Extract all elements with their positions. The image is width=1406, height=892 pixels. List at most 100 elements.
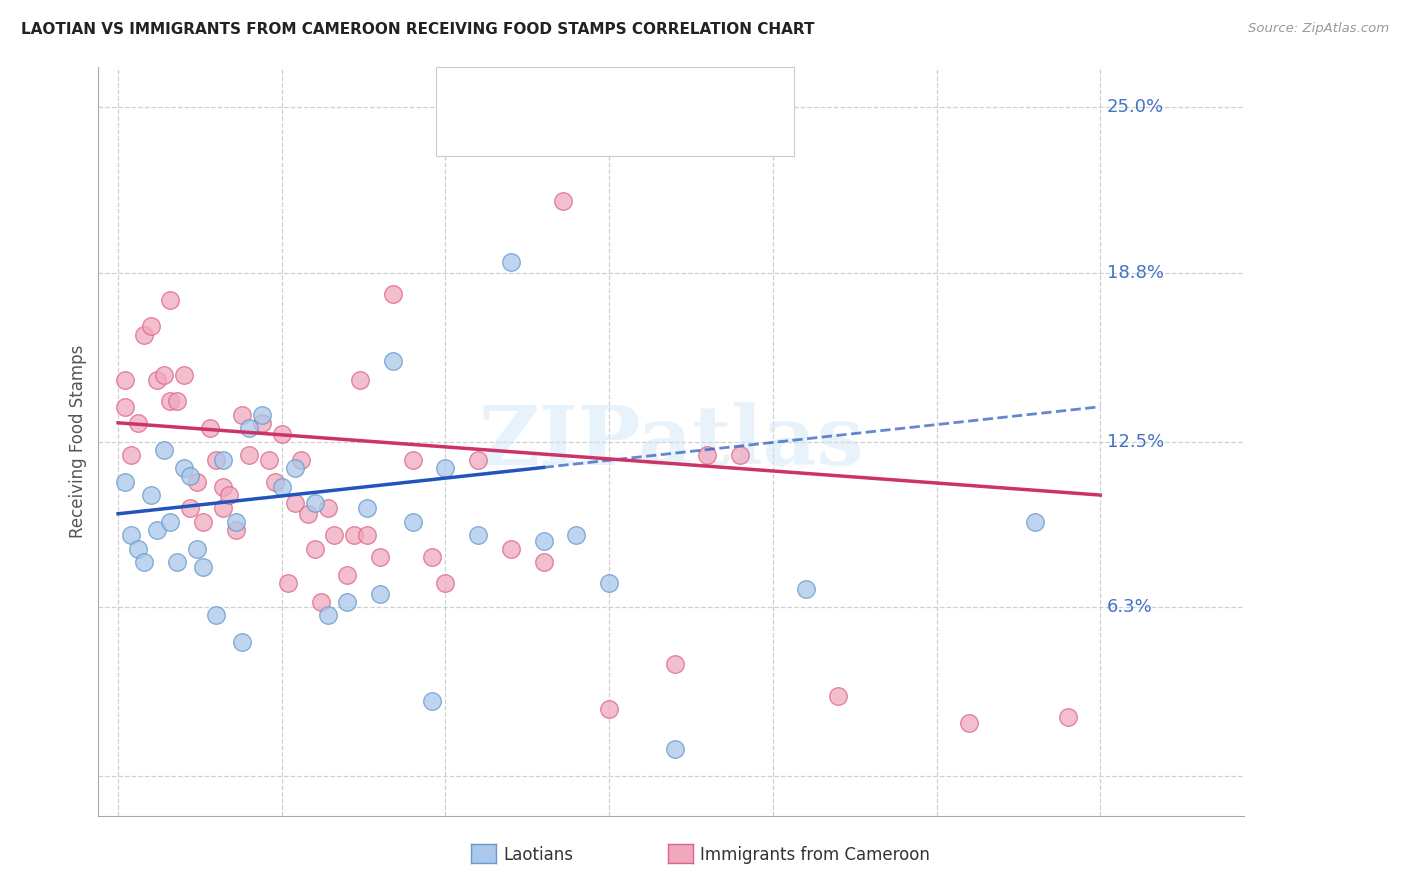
Point — [316, 501, 339, 516]
Point — [598, 702, 620, 716]
Point — [120, 528, 142, 542]
Text: LAOTIAN VS IMMIGRANTS FROM CAMEROON RECEIVING FOOD STAMPS CORRELATION CHART: LAOTIAN VS IMMIGRANTS FROM CAMEROON RECE… — [21, 22, 814, 37]
Point — [1056, 710, 1078, 724]
Point — [193, 560, 215, 574]
Point — [179, 501, 201, 516]
Point — [146, 523, 169, 537]
Point — [159, 293, 181, 307]
Point — [173, 368, 195, 382]
Point — [598, 576, 620, 591]
Point — [467, 528, 489, 542]
Point — [304, 541, 326, 556]
Text: 6.3%: 6.3% — [1107, 599, 1153, 616]
Point — [356, 501, 378, 516]
Text: 12.5%: 12.5% — [1107, 433, 1164, 450]
Point — [225, 515, 247, 529]
Text: R = -0.094   N = 55: R = -0.094 N = 55 — [491, 86, 668, 103]
Point — [127, 416, 149, 430]
Point — [186, 475, 208, 489]
Point — [553, 194, 575, 208]
Point — [205, 608, 228, 623]
Point — [205, 453, 228, 467]
Point — [186, 541, 208, 556]
Point — [343, 528, 366, 542]
Point — [422, 694, 444, 708]
Point — [166, 394, 188, 409]
Point — [114, 400, 136, 414]
Text: Immigrants from Cameroon: Immigrants from Cameroon — [700, 846, 929, 863]
Point — [250, 408, 273, 422]
Point — [264, 475, 287, 489]
Text: 18.8%: 18.8% — [1107, 264, 1164, 282]
Point — [422, 549, 444, 564]
Point — [225, 523, 247, 537]
Point — [120, 448, 142, 462]
Point — [794, 582, 817, 596]
Point — [166, 555, 188, 569]
Point — [382, 287, 405, 301]
Point — [499, 255, 522, 269]
Point — [368, 549, 391, 564]
Point — [277, 576, 299, 591]
Point — [434, 461, 457, 475]
Point — [434, 576, 457, 591]
Text: 25.0%: 25.0% — [1107, 98, 1164, 116]
Point — [349, 373, 371, 387]
Text: Source: ZipAtlas.com: Source: ZipAtlas.com — [1249, 22, 1389, 36]
Point — [664, 742, 686, 756]
Point — [238, 421, 260, 435]
Point — [153, 442, 176, 457]
Point — [368, 587, 391, 601]
Point — [270, 480, 292, 494]
Point — [231, 408, 253, 422]
Point — [323, 528, 346, 542]
Point — [173, 461, 195, 475]
Point — [139, 488, 162, 502]
Point — [250, 416, 273, 430]
Point — [238, 448, 260, 462]
Text: R =   0.142   N = 38: R = 0.142 N = 38 — [491, 121, 672, 139]
Point — [231, 635, 253, 649]
Point — [402, 453, 425, 467]
Point — [565, 528, 588, 542]
Point — [297, 507, 319, 521]
Point — [257, 453, 280, 467]
Point — [696, 448, 718, 462]
Point — [139, 319, 162, 334]
Point — [316, 608, 339, 623]
Point — [499, 541, 522, 556]
Point — [304, 496, 326, 510]
Point — [309, 595, 332, 609]
Point — [284, 461, 307, 475]
Point — [211, 453, 233, 467]
Point — [146, 373, 169, 387]
Point — [356, 528, 378, 542]
Point — [533, 533, 555, 548]
Point — [1024, 515, 1046, 529]
Point — [270, 426, 292, 441]
Point — [284, 496, 307, 510]
Point — [402, 515, 425, 529]
Point — [179, 469, 201, 483]
Point — [218, 488, 240, 502]
Point — [153, 368, 176, 382]
Point — [211, 501, 233, 516]
Point — [134, 555, 156, 569]
Point — [134, 327, 156, 342]
Point — [728, 448, 751, 462]
Point — [467, 453, 489, 467]
Point — [198, 421, 221, 435]
Point — [114, 475, 136, 489]
Point — [127, 541, 149, 556]
Point — [664, 657, 686, 671]
Point — [193, 515, 215, 529]
Point — [382, 354, 405, 368]
Point — [957, 715, 980, 730]
Text: Laotians: Laotians — [503, 846, 574, 863]
Point — [533, 555, 555, 569]
Text: ZIPatlas: ZIPatlas — [478, 401, 865, 482]
Point — [336, 568, 359, 582]
Point — [211, 480, 233, 494]
Point — [336, 595, 359, 609]
Point — [159, 394, 181, 409]
